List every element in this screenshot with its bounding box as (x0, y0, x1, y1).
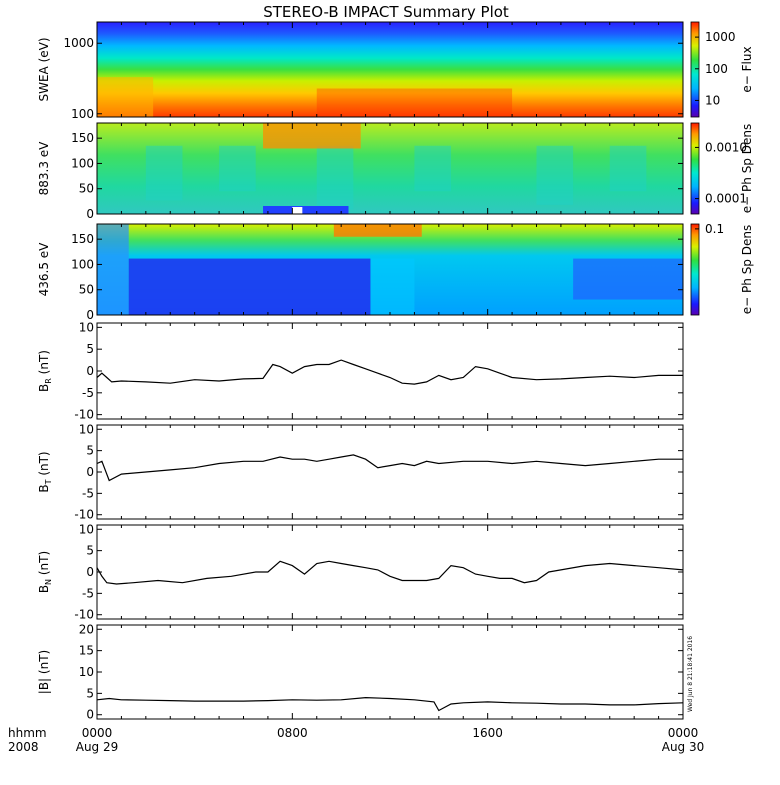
y-tick-label: 0 (86, 565, 94, 579)
x-tick-label: 0000 (82, 726, 113, 740)
colorbar-3: 0.1 e− Ph Sp Dens (690, 222, 754, 316)
pad-883-gap (292, 207, 303, 214)
y-tick-label: 20 (79, 622, 94, 636)
x-date-label: Aug 29 (76, 740, 119, 754)
pad-883-high-patch (263, 123, 361, 149)
series-line (96, 696, 684, 712)
y-tick-label: 0 (86, 708, 94, 722)
colorbar-strip (690, 122, 700, 215)
colorbar-tick-label: 1000 (705, 30, 736, 44)
panel-5: -10 -5 0 5 10 (74, 422, 684, 522)
swea-spectrogram (97, 22, 683, 117)
pad-883-low-streak (145, 145, 183, 201)
colorbar-strip (690, 21, 700, 118)
panel-3: 0.1 e− Ph Sp Dens 0 50 100 150 (71, 222, 754, 322)
panel-4: -10 -5 0 5 10 (74, 320, 684, 422)
pad-436-high-patch (333, 224, 422, 237)
y-tick-label: -5 (82, 586, 94, 600)
colorbar-label: e− Flux (740, 46, 754, 92)
y-tick-label: 100 (71, 257, 94, 271)
panel-1: 10 100 1000 e− Flux 100 1000 (63, 21, 754, 121)
colorbar-tick-label: 0.0010 (705, 140, 747, 154)
x-date-label: Aug 30 (662, 740, 705, 754)
y-tick-label: 0 (86, 465, 94, 479)
colorbar-label: e− Ph Sp Dens (740, 124, 754, 213)
pad-436-recovery-band (370, 258, 415, 315)
y-tick-label: 5 (86, 444, 94, 458)
colorbar-tick-label: 0.0001 (705, 192, 747, 206)
y-tick-label: 50 (79, 182, 94, 196)
colorbar-strip (690, 223, 700, 316)
y-tick-label: 10 (79, 422, 94, 436)
y-tick-label: 5 (86, 544, 94, 558)
y-tick-label: 15 (79, 644, 94, 658)
panel-frame (96, 424, 684, 520)
colorbar-tick-label: 100 (705, 62, 728, 76)
y-tick-label: 10 (79, 522, 94, 536)
year-label: 2008 (8, 740, 39, 754)
pad-883-low-streak (219, 145, 256, 192)
x-tick-label: 0000 (668, 726, 699, 740)
series-line (96, 454, 683, 482)
panel-frame (96, 322, 684, 420)
colorbar-1: 10 100 1000 e− Flux (690, 21, 754, 118)
pad-883-spectrogram (97, 123, 683, 214)
y-tick-label: 150 (71, 232, 94, 246)
plot-title: STEREO-B IMPACT Summary Plot (263, 3, 509, 21)
swea-low-flux-band (97, 77, 154, 117)
x-tick-label: 0800 (277, 726, 308, 740)
panel-frame (96, 624, 684, 720)
y-tick-label: 100 (71, 156, 94, 170)
y-tick-label: 0 (86, 207, 94, 221)
y-axis-label: BT (nT) (37, 451, 53, 492)
panel-frame (96, 524, 684, 620)
pad-436-low-band (128, 258, 371, 315)
colorbar-tick-label: 0.1 (705, 222, 724, 236)
y-tick-label: -10 (74, 608, 94, 622)
y-tick-label: 0 (86, 364, 94, 378)
y-tick-label: 10 (79, 320, 94, 334)
pad-883-low-streak (414, 145, 452, 192)
y-tick-label: 5 (86, 686, 94, 700)
y-tick-label: -10 (74, 508, 94, 522)
pad-883-low-streak (316, 145, 354, 210)
y-tick-label: 5 (86, 342, 94, 356)
y-axis-label: SWEA (eV) (37, 37, 51, 101)
y-tick-label: -10 (74, 408, 94, 422)
time-unit-label: hhmm (8, 726, 47, 740)
colorbar-tick-label: 10 (705, 93, 720, 107)
y-tick-label: 1000 (63, 36, 94, 50)
y-axis-label: 436.5 eV (37, 242, 51, 297)
y-tick-label: 50 (79, 283, 94, 297)
y-tick-label: -5 (82, 386, 94, 400)
pad-436-dropout-band (97, 224, 129, 315)
series-line (96, 560, 684, 585)
y-tick-label: 10 (79, 665, 94, 679)
colorbar-label: e− Ph Sp Dens (740, 225, 754, 314)
timestamp-stamp: Wed Jun 8 21:18:41 2016 (687, 636, 694, 712)
series-line (96, 359, 683, 385)
swea-high-flux-band (316, 88, 513, 117)
y-axis-label: BR (nT) (37, 350, 53, 392)
y-tick-label: -5 (82, 486, 94, 500)
pad-883-blue-patch (263, 206, 349, 214)
y-tick-label: 150 (71, 131, 94, 145)
y-axis-label: |B| (nT) (37, 650, 51, 694)
panel-6: -10 -5 0 5 10 (74, 522, 684, 622)
pad-883-low-streak (609, 145, 647, 192)
y-tick-label: 100 (71, 107, 94, 121)
x-tick-label: 1600 (472, 726, 503, 740)
pad-883-low-streak (536, 145, 574, 205)
y-tick-label: 0 (86, 308, 94, 322)
panel-7: 0 5 10 15 20 (79, 622, 684, 722)
pad-436-late-band (573, 258, 683, 300)
y-axis-label: BN (nT) (37, 551, 53, 593)
y-axis-label: 883.3 eV (37, 141, 51, 196)
